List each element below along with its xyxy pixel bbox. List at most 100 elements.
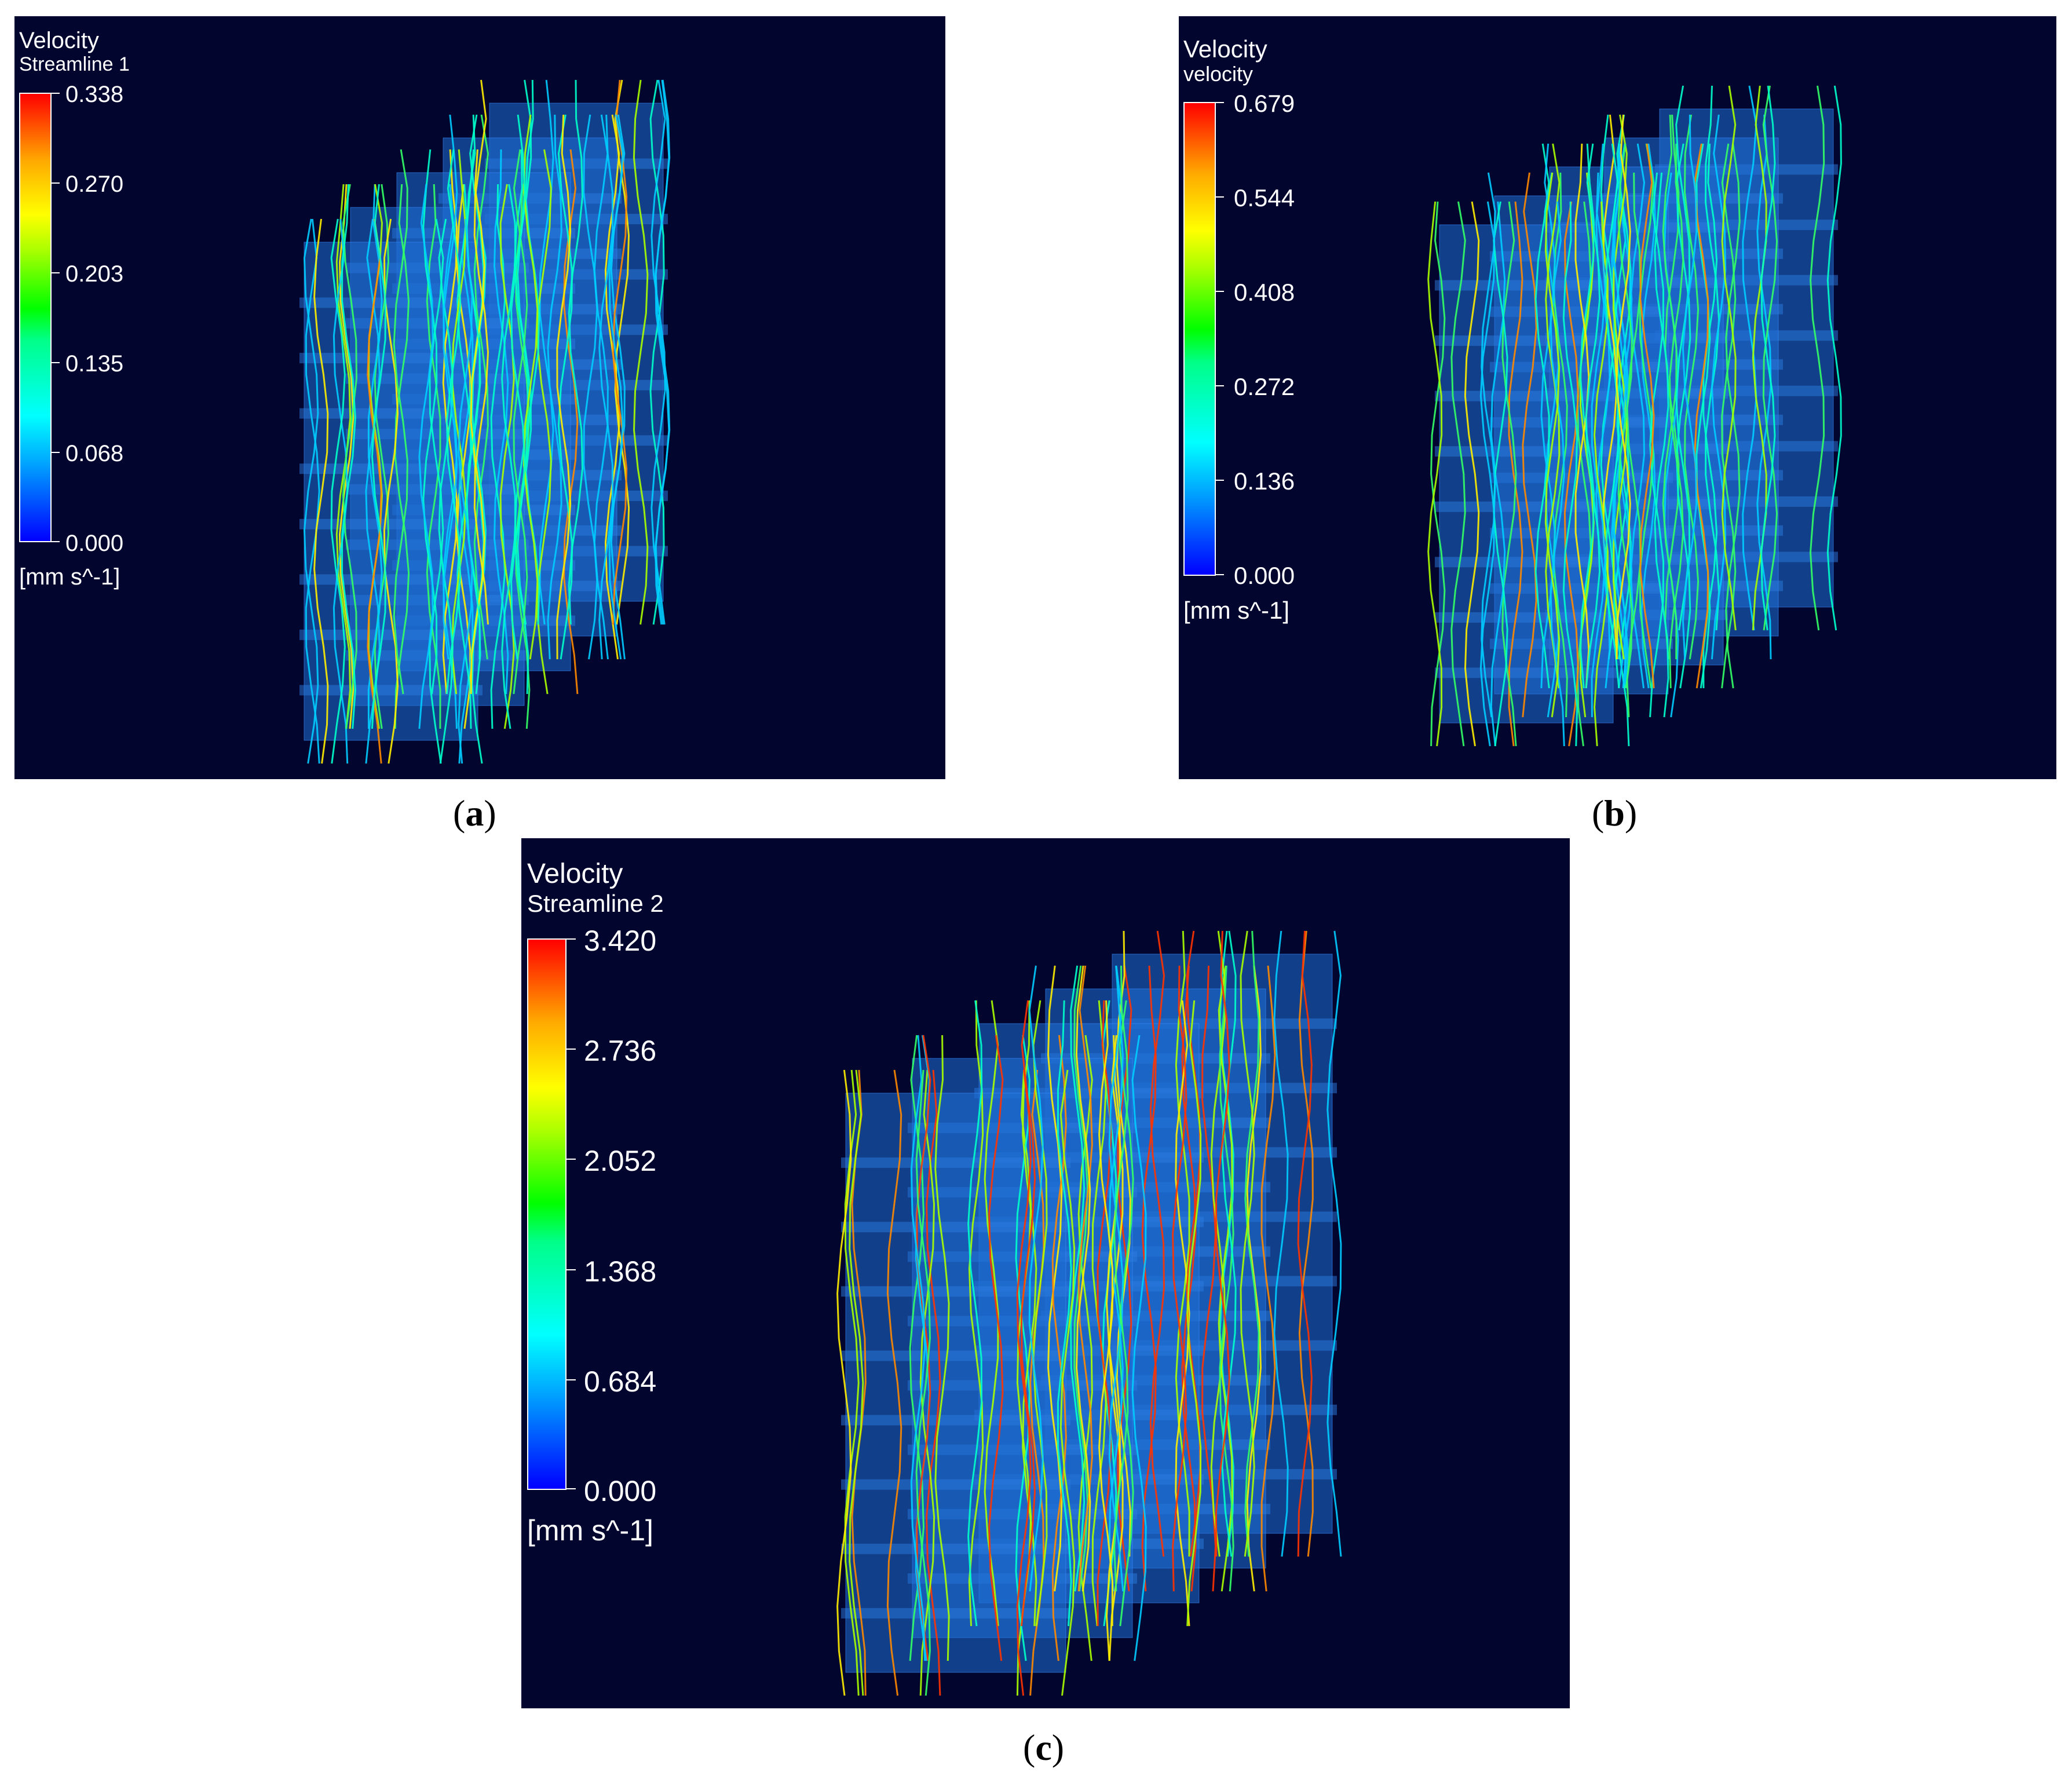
streamline: [1702, 143, 1718, 689]
colorbar: [1183, 102, 1216, 576]
streamline: [1544, 172, 1561, 718]
panel-c: Velocity Streamline 2 3.420 2.736 2.052 …: [521, 838, 1570, 1708]
streamline: [1649, 172, 1665, 718]
scaffold-strut: [841, 1415, 1070, 1426]
streamline: [1594, 201, 1609, 747]
streamline: [1604, 143, 1620, 689]
streamline: [1028, 965, 1044, 1592]
streamline: [1501, 201, 1517, 747]
streamline: [1326, 930, 1342, 1557]
streamline: [1550, 201, 1565, 747]
streamline: [849, 1069, 864, 1696]
streamline: [1141, 965, 1157, 1592]
colorbar-tick-label: 0.544: [1234, 184, 1295, 211]
streamline: [1639, 143, 1655, 689]
scaffold-strut: [1435, 335, 1618, 346]
legend-subtitle: velocity: [1183, 62, 1254, 86]
streamline: [1711, 114, 1727, 660]
panel-a: Velocity Streamline 1 0.338 0.270 0.203 …: [14, 16, 945, 779]
streamline: [1693, 143, 1709, 689]
streamline: [1826, 85, 1842, 631]
streamline: [501, 184, 517, 729]
streamline: [1273, 930, 1289, 1557]
streamline: [919, 1069, 935, 1696]
streamline: [633, 79, 649, 625]
legend-subtitle: Streamline 2: [527, 890, 664, 917]
colorbar-tick-label: 0.135: [65, 351, 124, 377]
streamline: [1721, 143, 1737, 689]
streamline: [1479, 201, 1496, 747]
streamline: [1113, 965, 1129, 1592]
scaffold-strut: [1435, 557, 1618, 568]
scaffold-strut: [841, 1608, 1070, 1619]
streamline: [547, 114, 562, 660]
scaffold-strut: [299, 574, 483, 585]
streamline: [556, 114, 572, 660]
streamline: [886, 1069, 902, 1696]
streamline: [313, 218, 329, 764]
colorbar-tick-label: 1.368: [584, 1255, 657, 1288]
streamline: [342, 184, 358, 729]
streamline: [393, 149, 408, 695]
scaffold-strut: [1435, 280, 1618, 291]
colorbar-units: [mm s^-1]: [527, 1514, 653, 1547]
streamline: [1051, 1035, 1068, 1661]
streamline: [1149, 930, 1165, 1557]
colorbar-tick-label: 0.684: [584, 1365, 657, 1398]
streamline: [655, 79, 671, 625]
streamline: [1057, 1000, 1072, 1627]
streamline: [1481, 172, 1496, 718]
streamline: [1172, 965, 1187, 1592]
streamline: [1742, 85, 1757, 631]
caption-c: (c): [1023, 1727, 1065, 1768]
scaffold-strut: [841, 1350, 1070, 1361]
streamline: [383, 218, 399, 764]
streamline: [394, 184, 410, 729]
streamline: [1721, 85, 1737, 631]
scaffold-strut: [299, 408, 483, 419]
streamline: [1218, 965, 1233, 1592]
scaffold-layer: [1439, 224, 1614, 724]
colorbar-units: [mm s^-1]: [19, 564, 120, 590]
scaffold-strut: [841, 1543, 1070, 1554]
streamline: [341, 184, 356, 729]
streamline: [1563, 201, 1580, 747]
streamline: [984, 1000, 999, 1627]
streamline: [539, 79, 554, 625]
streamline: [470, 149, 485, 695]
streamline: [1654, 172, 1669, 718]
streamline: [1464, 201, 1480, 747]
streamline: [1522, 172, 1537, 718]
scaffold-strut: [299, 518, 483, 529]
scaffold-strut: [299, 685, 483, 696]
streamline: [473, 114, 489, 660]
streamline: [1668, 143, 1684, 689]
streamline: [451, 149, 467, 695]
streamline: [1075, 965, 1091, 1592]
streamline: [522, 114, 539, 660]
streamline: [456, 184, 472, 729]
streamline: [1675, 143, 1691, 689]
streamline: [305, 218, 320, 764]
streamline: [1493, 201, 1508, 747]
streamline: [593, 114, 609, 660]
streamline: [557, 114, 573, 660]
streamline: [1760, 85, 1776, 631]
colorbar: [19, 93, 52, 542]
streamline: [1260, 965, 1276, 1592]
streamline: [1020, 1000, 1036, 1627]
streamline: [510, 114, 526, 660]
streamline: [1612, 114, 1628, 660]
streamline: [968, 1000, 984, 1627]
streamline: [1201, 965, 1217, 1592]
colorbar-tick-label: 0.068: [65, 441, 124, 466]
colorbar-tick-label: 0.203: [65, 261, 124, 287]
streamline: [371, 184, 387, 729]
colorbar-tick-label: 0.679: [1234, 90, 1295, 117]
colorbar-tick-label: 0.000: [65, 531, 124, 556]
colorbar-tick-label: 0.338: [65, 82, 124, 107]
streamline: [1762, 85, 1778, 631]
scaffold-strut: [841, 1222, 1070, 1233]
colorbar-tick-label: 0.000: [1234, 562, 1295, 589]
streamline: [1244, 930, 1260, 1557]
